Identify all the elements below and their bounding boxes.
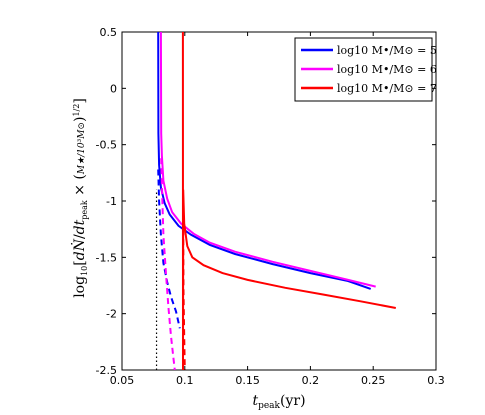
series-3-solid-line: [181, 32, 396, 370]
legend-label-3: log10 M•/M⊙ = 7: [337, 82, 437, 95]
legend-label-1: log10 M•/M⊙ = 5: [337, 44, 437, 57]
x-tick-label: 0.25: [361, 374, 386, 387]
legend-label-2: log10 M•/M⊙ = 6: [337, 63, 437, 76]
series-2-dashed-line: [160, 158, 176, 370]
x-tick-label: 0.3: [427, 374, 445, 387]
y-tick-label: 0: [110, 82, 117, 95]
x-tick-label: 0.2: [302, 374, 320, 387]
legend: log10 M•/M⊙ = 5 log10 M•/M⊙ = 6 log10 M•/M…: [294, 37, 437, 102]
series-lines: [155, 32, 396, 370]
y-axis-label: log10[dṄ/dtpeak × (M★/10³M⊙)1/2]: [70, 98, 89, 298]
y-tick-label: -1: [106, 195, 117, 208]
y-tick-label: -1.5: [96, 251, 117, 264]
x-tick-label: 0.05: [110, 374, 135, 387]
axis-ticks: 0.05 0.1 0.15 0.2 0.25 0.3 0.5 0 -0.5 -1 -1.5 -2 -2.…: [96, 26, 445, 387]
x-tick-label: 0.15: [235, 374, 260, 387]
x-tick-label: 0.1: [176, 374, 194, 387]
x-axis-label: tpeak(yr): [252, 393, 305, 411]
y-tick-label: -2: [106, 308, 117, 321]
series-2-solid-line: [159, 32, 376, 288]
y-tick-label: -0.5: [96, 139, 117, 152]
y-tick-label: 0.5: [100, 26, 118, 39]
y-tick-label: -2.5: [96, 364, 117, 377]
